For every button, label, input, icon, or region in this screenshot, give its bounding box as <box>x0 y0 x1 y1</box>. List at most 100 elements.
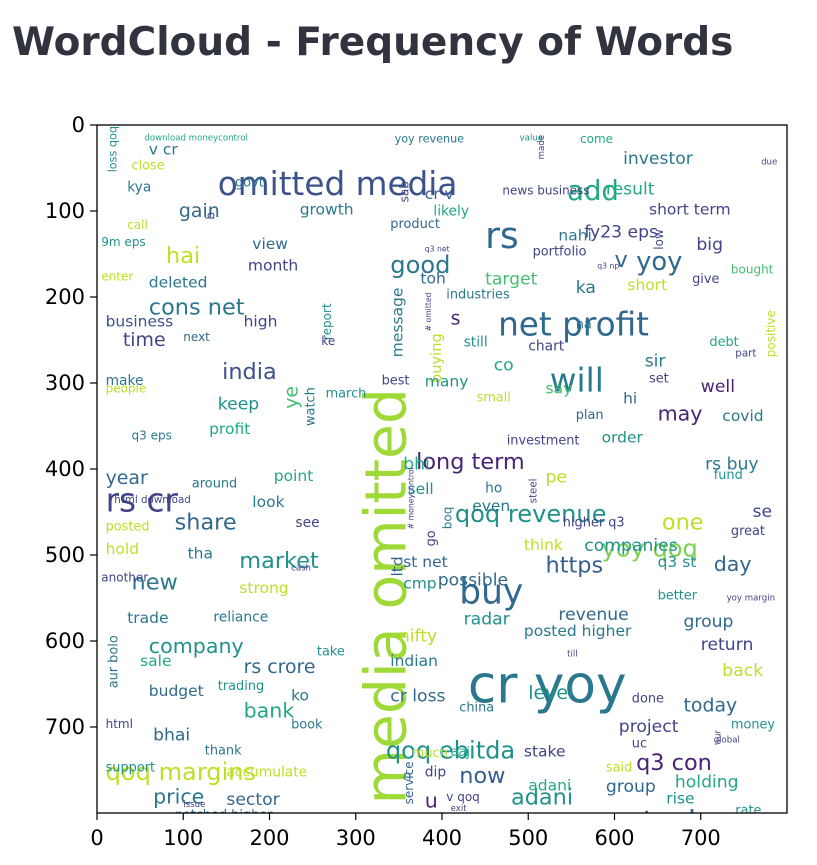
word-thank: thank <box>205 743 242 758</box>
word-result: result <box>606 179 655 199</box>
word-q3-net: q3 net <box>425 244 450 253</box>
word-tha: tha <box>188 545 213 563</box>
word-hai: hai <box>166 243 200 269</box>
word-india: india <box>222 359 277 385</box>
word-bhai: bhai <box>153 725 190 745</box>
word-rs-cr: rs cr <box>106 482 179 520</box>
word-cr-loss: cr loss <box>390 687 445 707</box>
word-china: china <box>459 700 494 715</box>
word-possible: possible <box>438 571 508 591</box>
word-next: next <box>183 330 210 344</box>
word-may: may <box>658 402 703 426</box>
word-rate: rate <box>735 804 761 819</box>
word-profit: profit <box>209 420 250 438</box>
word-qoq-revenue: qoq revenue <box>455 500 607 528</box>
word-order: order <box>602 428 644 446</box>
x-tick-label: 700 <box>681 826 721 850</box>
word-chart: chart <box>528 339 564 355</box>
word-many: many <box>425 373 469 391</box>
word-companies: companies <box>584 536 677 556</box>
word-deleted: deleted <box>149 274 208 292</box>
word-boq: boq <box>441 507 455 530</box>
word-around: around <box>192 477 237 492</box>
word--moneycontrol: # moneycontrol <box>407 467 416 529</box>
word-buying: buying <box>428 333 445 383</box>
word-cons-net: cons net <box>149 294 245 320</box>
word-aur: aur <box>714 729 724 744</box>
word-yoy-margin: yoy margin <box>727 593 775 603</box>
word-https: https <box>546 552 604 578</box>
word-short: short <box>627 276 667 294</box>
word-toh: toh <box>420 269 445 287</box>
y-tick-label: 600 <box>45 629 85 653</box>
word-q3-np: q3 np <box>597 262 619 271</box>
word-nahi: nahi <box>558 226 591 244</box>
word-higher-q3: higher q3 <box>563 515 625 530</box>
word-sale: sale <box>140 652 171 670</box>
y-tick-label: 700 <box>45 715 85 739</box>
word-ke: ke <box>321 334 335 348</box>
word-till: till <box>567 649 578 659</box>
word-q3-con: q3 con <box>636 750 712 776</box>
word-one: one <box>662 509 704 535</box>
word-gain: gain <box>179 200 220 222</box>
word-cmp: cmp <box>403 575 436 593</box>
word-close: close <box>132 159 165 174</box>
word-year: year <box>106 467 148 489</box>
word-today: today <box>684 695 738 717</box>
word-new: new <box>132 570 178 596</box>
word-hold: hold <box>106 540 139 558</box>
word-support: support <box>106 761 156 776</box>
word-stock: stock <box>627 805 705 839</box>
x-tick-label: 400 <box>422 826 462 850</box>
word-qoq-ebitda: qoq ebitda <box>386 737 515 765</box>
word-said: said <box>606 761 632 776</box>
word-rs: rs <box>485 215 519 257</box>
word-set: set <box>649 372 669 387</box>
chart-axes: 0 100 200 300 400 500 600 700 0 100 200 300 400 500 60… <box>45 113 788 850</box>
word-cash: cash <box>291 563 311 573</box>
word-back: back <box>722 661 763 681</box>
word-trading: trading <box>218 679 264 694</box>
word-media-omitted: media omitted <box>353 388 419 804</box>
word-rs-crore: rs crore <box>244 656 316 678</box>
word-say: say <box>546 379 573 397</box>
word-stake: stake <box>524 742 566 760</box>
word-q3-eps: q3 eps <box>132 429 172 443</box>
word-adani: adani <box>511 785 573 811</box>
word-pe: pe <box>546 467 567 487</box>
word-posted-higher: posted higher <box>524 622 632 640</box>
x-tick-label: 300 <box>336 826 376 850</box>
word-yoy-qoq: yoy qoq <box>602 535 698 563</box>
word-growth: growth <box>300 201 354 219</box>
y-tick-label: 400 <box>45 457 85 481</box>
word-add: add <box>567 175 619 207</box>
word-news-business: news business <box>502 184 589 198</box>
word-watch: watch <box>303 387 318 426</box>
word-buy: buy <box>459 572 523 612</box>
word-value: value <box>520 133 543 143</box>
word-report: report <box>320 303 334 340</box>
word-make: make <box>106 373 144 389</box>
word-market: market <box>239 548 319 574</box>
word-call: call <box>127 218 148 232</box>
word-ka: ka <box>576 278 596 298</box>
word-n: n <box>403 769 411 784</box>
word-cr-yoy: cr yoy <box>468 656 627 716</box>
word-accumulate: accumulate <box>226 764 307 780</box>
word-return: return <box>701 635 754 655</box>
word-co: co <box>494 356 514 376</box>
word-v: v <box>615 247 628 273</box>
word-give: give <box>692 272 719 287</box>
word-yoy: yoy <box>636 247 682 277</box>
word-much: much <box>412 746 448 761</box>
y-tick-label: 0 <box>72 113 85 137</box>
word-download-moneycontrol: download moneycontrol <box>144 133 248 143</box>
word-added: added <box>403 811 457 831</box>
x-tick-label: 100 <box>163 826 203 850</box>
word-will: will <box>550 361 604 399</box>
word-aaj: aaj <box>451 745 470 760</box>
word-s: s <box>451 308 461 330</box>
word-html: html <box>106 717 133 731</box>
word-come: come <box>580 132 613 146</box>
